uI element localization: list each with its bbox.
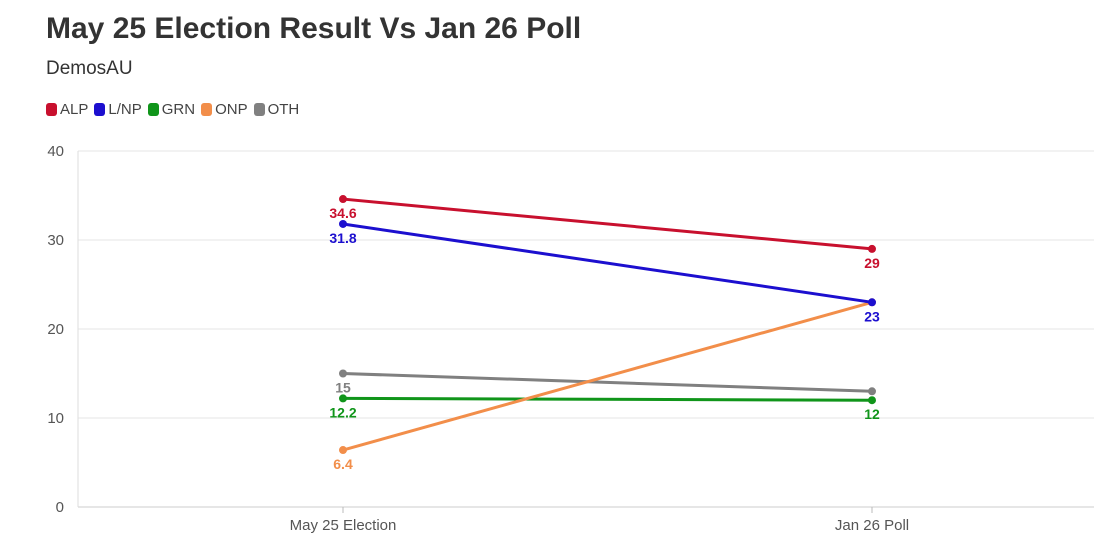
data-label-onp: 6.4 bbox=[333, 456, 353, 472]
legend-label-oth: OTH bbox=[267, 101, 300, 118]
data-point-grn bbox=[868, 396, 876, 405]
legend-item-alp[interactable]: ALP bbox=[46, 101, 88, 118]
legend-swatch-oth bbox=[253, 103, 265, 116]
legend-item-onp[interactable]: ONP bbox=[201, 101, 248, 118]
series-line-onp bbox=[341, 300, 874, 452]
legend-swatch-onp bbox=[201, 103, 213, 116]
legend-swatch-grn bbox=[147, 103, 159, 116]
chart-subtitle: DemosAU bbox=[46, 58, 133, 79]
legend-swatch-alp bbox=[46, 103, 57, 116]
legend-label-alp: ALP bbox=[60, 101, 89, 118]
series-line-lnp bbox=[341, 222, 874, 304]
y-tick-label: 0 bbox=[56, 499, 64, 516]
legend-item-oth[interactable]: OTH bbox=[253, 101, 300, 118]
legend-label-grn: GRN bbox=[161, 101, 196, 118]
data-label-grn: 12 bbox=[864, 406, 880, 422]
series-line-grn bbox=[341, 396, 874, 402]
data-label-alp: 34.6 bbox=[329, 205, 356, 221]
data-point-oth bbox=[868, 387, 876, 396]
y-tick-label: 20 bbox=[47, 321, 64, 338]
x-tick-label: May 25 Election bbox=[290, 517, 397, 534]
data-point-oth bbox=[339, 369, 347, 378]
data-point-lnp bbox=[868, 298, 876, 307]
data-label-lnp: 23 bbox=[864, 308, 880, 324]
data-point-alp bbox=[339, 195, 347, 204]
data-point-lnp bbox=[339, 219, 347, 228]
legend-swatch-lnp bbox=[94, 103, 106, 116]
data-point-alp bbox=[868, 244, 876, 253]
data-point-onp bbox=[339, 446, 347, 455]
data-label-lnp: 31.8 bbox=[329, 230, 356, 246]
legend-label-lnp: L/NP bbox=[108, 101, 142, 118]
y-tick-label: 10 bbox=[47, 410, 64, 427]
legend: ALP L/NP GRN ONP OTH bbox=[46, 101, 305, 118]
data-label-grn: 12.2 bbox=[329, 404, 356, 420]
data-point-grn bbox=[339, 394, 347, 403]
legend-label-onp: ONP bbox=[215, 101, 248, 118]
chart-title: May 25 Election Result Vs Jan 26 Poll bbox=[46, 12, 582, 45]
x-tick-label: Jan 26 Poll bbox=[835, 517, 909, 534]
y-tick-label: 40 bbox=[47, 143, 64, 160]
data-label-alp: 29 bbox=[864, 255, 880, 271]
y-tick-label: 30 bbox=[47, 232, 64, 249]
legend-item-lnp[interactable]: L/NP bbox=[94, 101, 142, 118]
legend-item-grn[interactable]: GRN bbox=[147, 101, 196, 118]
series-line-oth bbox=[341, 372, 874, 393]
series-line-alp bbox=[341, 197, 874, 251]
data-label-oth: 15 bbox=[335, 380, 351, 396]
